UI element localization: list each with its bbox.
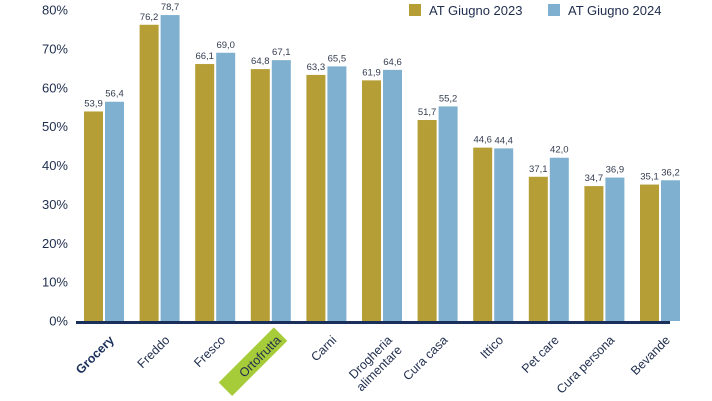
y-tick-label: 70%	[42, 41, 68, 56]
bar-2023-4	[306, 74, 326, 321]
bar-2023-5	[362, 80, 381, 322]
y-tick-label: 80%	[42, 3, 68, 18]
bar-2023-10	[640, 184, 659, 321]
category-label: Pet care	[519, 333, 562, 376]
y-axis-ticks: 0% 10% 20% 30% 40% 50% 60% 70% 80%	[42, 3, 68, 329]
bar-2023-3	[250, 69, 270, 321]
category-label-group: Grocery	[73, 333, 117, 377]
category-label-group: Bevande	[628, 333, 673, 378]
bar-2024-3	[271, 60, 291, 322]
category-label: Carni	[308, 333, 339, 364]
y-tick-label: 0%	[49, 314, 68, 329]
category-label-group: Cura casa	[400, 333, 450, 383]
legend-label: AT Giugno 2023	[429, 3, 522, 18]
data-label: 34,7	[585, 173, 604, 184]
bar-2024-8	[549, 157, 569, 321]
bar-2024-10	[661, 180, 680, 321]
bar-2023-7	[473, 147, 493, 321]
data-label: 51,7	[418, 107, 437, 118]
data-label: 36,9	[606, 165, 625, 176]
y-tick-label: 50%	[42, 119, 68, 134]
data-label: 42,0	[550, 145, 569, 156]
data-label: 37,1	[529, 164, 548, 175]
y-tick-label: 60%	[42, 80, 68, 95]
y-tick-label: 20%	[42, 236, 68, 251]
category-label: Cura casa	[400, 333, 450, 383]
bar-2024-2	[216, 52, 236, 321]
category-highlight-box	[218, 327, 288, 396]
bar-2023-2	[195, 64, 215, 321]
data-label: 65,5	[328, 53, 347, 64]
data-label: 64,6	[383, 57, 402, 68]
category-label: Fresco	[191, 333, 228, 370]
bar-2024-7	[494, 148, 514, 321]
legend: AT Giugno 2023 AT Giugno 2024	[409, 3, 661, 18]
legend-label: AT Giugno 2024	[568, 3, 661, 18]
category-label: Ittico	[478, 333, 507, 362]
y-tick-label: 10%	[42, 275, 68, 290]
data-label: 44,4	[494, 135, 513, 146]
category-labels: Grocery Freddo Fresco Ortofrutta Carni Droghe…	[73, 327, 673, 397]
data-label: 64,8	[251, 56, 270, 67]
category-label-group: Fresco	[191, 333, 228, 370]
legend-swatch	[548, 4, 560, 16]
y-tick-label: 30%	[42, 197, 68, 212]
bar-2023-1	[139, 24, 159, 322]
bars	[84, 15, 680, 322]
data-label: 66,1	[195, 51, 214, 62]
bar-2024-0	[105, 101, 124, 322]
data-label: 36,2	[661, 167, 680, 178]
bar-2024-1	[160, 15, 180, 322]
y-tick-label: 40%	[42, 158, 68, 173]
bar-2024-6	[438, 106, 458, 321]
data-label: 44,6	[473, 135, 492, 146]
category-label-group: Pet care	[519, 333, 562, 376]
bar-2023-8	[528, 176, 548, 321]
data-label: 55,2	[439, 93, 458, 104]
bar-2023-6	[417, 120, 437, 321]
data-labels: 53,956,4 76,278,7 66,169,0 64,867,1 63,365,5…	[84, 2, 680, 184]
legend-swatch	[409, 4, 421, 16]
data-label: 35,1	[640, 172, 659, 183]
category-label: Freddo	[135, 333, 173, 371]
data-label: 76,2	[140, 12, 159, 23]
data-label: 78,7	[161, 2, 180, 13]
bar-2023-9	[584, 186, 604, 321]
category-label-group: Ortofrutta	[218, 327, 288, 396]
category-label: Bevande	[628, 333, 673, 378]
data-label: 53,9	[84, 98, 103, 109]
category-label-group: Cura persona	[554, 333, 617, 396]
data-label: 61,9	[362, 67, 381, 78]
category-label: Cura persona	[554, 333, 617, 396]
category-label-group: Carni	[308, 333, 339, 364]
bar-2024-9	[605, 177, 625, 321]
category-label: Grocery	[73, 333, 117, 377]
bar-2023-0	[84, 111, 103, 322]
category-label: Ortofrutta	[237, 333, 284, 380]
category-label-group: Ittico	[478, 333, 507, 362]
bar-2024-5	[383, 69, 402, 322]
data-label: 63,3	[307, 62, 326, 73]
data-label: 56,4	[105, 89, 124, 100]
bar-2024-4	[327, 66, 347, 322]
data-label: 67,1	[272, 47, 291, 58]
category-label-group: Freddo	[135, 333, 173, 371]
data-label: 69,0	[216, 40, 235, 51]
